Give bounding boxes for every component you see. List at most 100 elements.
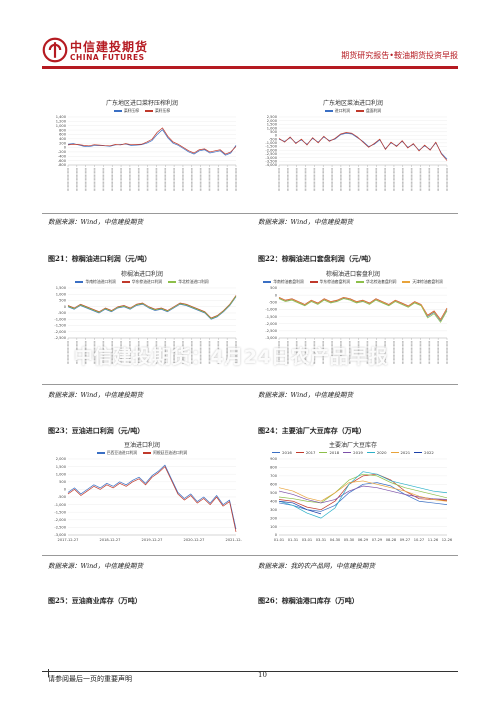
- series-line: [278, 132, 448, 161]
- y-tick-label: -1,000: [265, 308, 277, 312]
- y-tick-label: 1,500: [267, 123, 278, 127]
- chart-title: 棕榈油进口利润: [120, 271, 163, 278]
- y-tick-label: -1,500: [265, 315, 277, 319]
- y-tick-label: 600: [270, 483, 278, 487]
- footer-mark: [48, 669, 49, 677]
- figure-caption: 图22：棕榈油进口套盘利润（元/吨）: [258, 254, 376, 263]
- section-divider: [42, 555, 458, 556]
- y-tick-label: 2,000: [56, 457, 67, 461]
- y-tick-label: -2,000: [265, 148, 277, 152]
- legend-item: 天津棕油套盘利润: [402, 279, 443, 285]
- chart-plot: 900 800 700 600 500 400 300 200 100 001-01 01-31 03…: [270, 457, 453, 542]
- y-tick-label: -1,000: [265, 141, 277, 145]
- figure-caption: 图23：豆油进口利润（元/吨）: [48, 426, 145, 435]
- y-tick-label: 1,000: [267, 126, 278, 130]
- x-tick-label: 2021-12-27: [226, 538, 242, 542]
- y-tick-label: 1,500: [56, 465, 67, 469]
- figure-source: 数据来源：我的农产品网，中信建投期货: [258, 562, 375, 570]
- x-tick-label: 03-01: [302, 538, 312, 542]
- series-line: [278, 471, 448, 519]
- chart-plot: 2,5002,0001,5001,0005000-500-1,000-1,500…: [265, 115, 448, 191]
- y-tick-label: 2,500: [267, 115, 278, 119]
- figure-caption: 图25：豆油商业库存（万吨）: [48, 596, 142, 605]
- y-tick-label: -3,000: [265, 336, 277, 340]
- chart-plot: 1,500 1,000 500 0 -500 -1,000 -1,500 -2,000 -2,5…: [54, 286, 237, 364]
- y-tick-label: 500: [270, 130, 278, 134]
- chart-legend: 进口利润 盘面利润: [253, 108, 453, 114]
- report-title: 期货研究报告•鞍油期货投资早报: [341, 51, 458, 60]
- y-tick-label: 700: [270, 474, 278, 478]
- y-tick-label: 0: [275, 293, 278, 297]
- y-tick-label: -2,500: [265, 152, 277, 156]
- y-tick-label: -3,000: [54, 533, 66, 537]
- legend-item: 2022: [414, 450, 434, 455]
- legend-item: 盘面利润: [356, 108, 381, 114]
- legend-item: 2016: [272, 450, 292, 455]
- report-header: 中信建投期货 CHINA FUTURES 期货研究报告•鞍油期货投资早报: [0, 0, 500, 70]
- chart-legend: 菜籽压榨 菜籽压榨: [42, 108, 242, 114]
- y-tick-label: -500: [269, 300, 278, 304]
- legend-item: 菜籽压榨: [145, 108, 170, 114]
- y-tick-label: 1,000: [56, 472, 67, 476]
- series-line: [67, 464, 237, 529]
- figure-source: 数据来源：Wind，中信建投期货: [48, 391, 143, 399]
- y-tick-label: -2,500: [54, 526, 66, 530]
- legend-item: 2018: [319, 450, 339, 455]
- y-tick-label: 100: [270, 525, 278, 529]
- x-tick-label: 03-31: [316, 538, 326, 542]
- chart-plot: 2,000 1,500 1,000 500 0 -500 -1,000 -1,500 -2,00…: [54, 457, 242, 542]
- y-tick-label: 2,000: [267, 119, 278, 123]
- section-divider: [42, 384, 458, 385]
- y-tick-label: -500: [269, 137, 278, 141]
- chart-title: 广东地区菜油进口利润: [322, 100, 383, 107]
- y-tick-label: 0: [275, 134, 278, 138]
- y-tick-label: 500: [270, 286, 278, 290]
- x-tick-label: 09-27: [400, 538, 410, 542]
- footer-disclaimer: 请参阅最后一页的重要声明: [48, 675, 132, 683]
- y-tick-label: 600: [59, 133, 67, 137]
- x-tick-label: 01-01: [274, 538, 284, 542]
- y-tick-label: -600: [58, 159, 67, 163]
- x-tick-label: 10-27: [414, 538, 424, 542]
- y-tick-label: -2,000: [54, 518, 66, 522]
- x-tick-label: 12-26: [442, 538, 453, 542]
- x-tick-label: 07-29: [372, 538, 383, 542]
- legend-item: 进口利润: [324, 108, 350, 114]
- legend-item: 2020: [366, 450, 387, 455]
- y-tick-label: 400: [59, 137, 67, 141]
- series-line: [67, 129, 237, 156]
- y-tick-label: -4,000: [265, 163, 277, 167]
- y-tick-label: -3,500: [265, 160, 277, 164]
- series-line: [278, 500, 322, 515]
- y-tick-label: 0: [64, 146, 67, 150]
- section-divider: [42, 213, 458, 214]
- company-logo-icon: [42, 37, 68, 63]
- y-tick-label: -1,000: [54, 503, 66, 507]
- figure-source: 数据来源：Wind，中信建投期货: [48, 218, 143, 226]
- legend-item: 2021: [390, 450, 410, 455]
- y-tick-label: 500: [59, 299, 67, 303]
- watermark-text: 中信建投期货：4月24日农产品早报: [74, 346, 389, 368]
- chart-soybean-stock: 主要油厂大豆库存 2016 2017 2018 2019 2020 2021 2…: [253, 437, 453, 547]
- legend-item: 华东棕油进口利润: [121, 279, 162, 285]
- x-tick-label: 2018-12-27: [100, 538, 121, 542]
- footer-divider: [42, 671, 458, 672]
- y-tick-label: 300: [270, 508, 278, 512]
- chart-rapeseed-oil-import-profit: 广东地区菜油进口利润 进口利润 盘面利润 2,500 2,000 1,500 1,00…: [253, 95, 453, 195]
- y-tick-label: -1,500: [54, 324, 66, 328]
- y-tick-label: -800: [58, 163, 67, 167]
- legend-item: 2017: [295, 450, 315, 455]
- y-tick-label: 1,000: [56, 124, 67, 128]
- figure-source: 数据来源：Wind，中信建投期货: [258, 391, 353, 399]
- y-tick-label: 400: [270, 499, 278, 503]
- series-line: [67, 296, 237, 320]
- y-tick-label: -200: [58, 150, 67, 154]
- chart-legend: 华南棕油进口利润 华东棕油进口利润 华北棕油进口利润: [42, 279, 242, 285]
- x-tick-label: 05-30: [344, 538, 355, 542]
- x-tick-label: 01-31: [288, 538, 298, 542]
- logo-text-cn: 中信建投期货: [70, 40, 149, 54]
- figure-caption: 图26：棕榈油港口库存（万吨）: [258, 596, 359, 605]
- y-tick-label: -500: [58, 311, 67, 315]
- x-tick-label: 2017-12-27: [58, 538, 79, 542]
- legend-item: 华北棕油进口利润: [168, 279, 209, 285]
